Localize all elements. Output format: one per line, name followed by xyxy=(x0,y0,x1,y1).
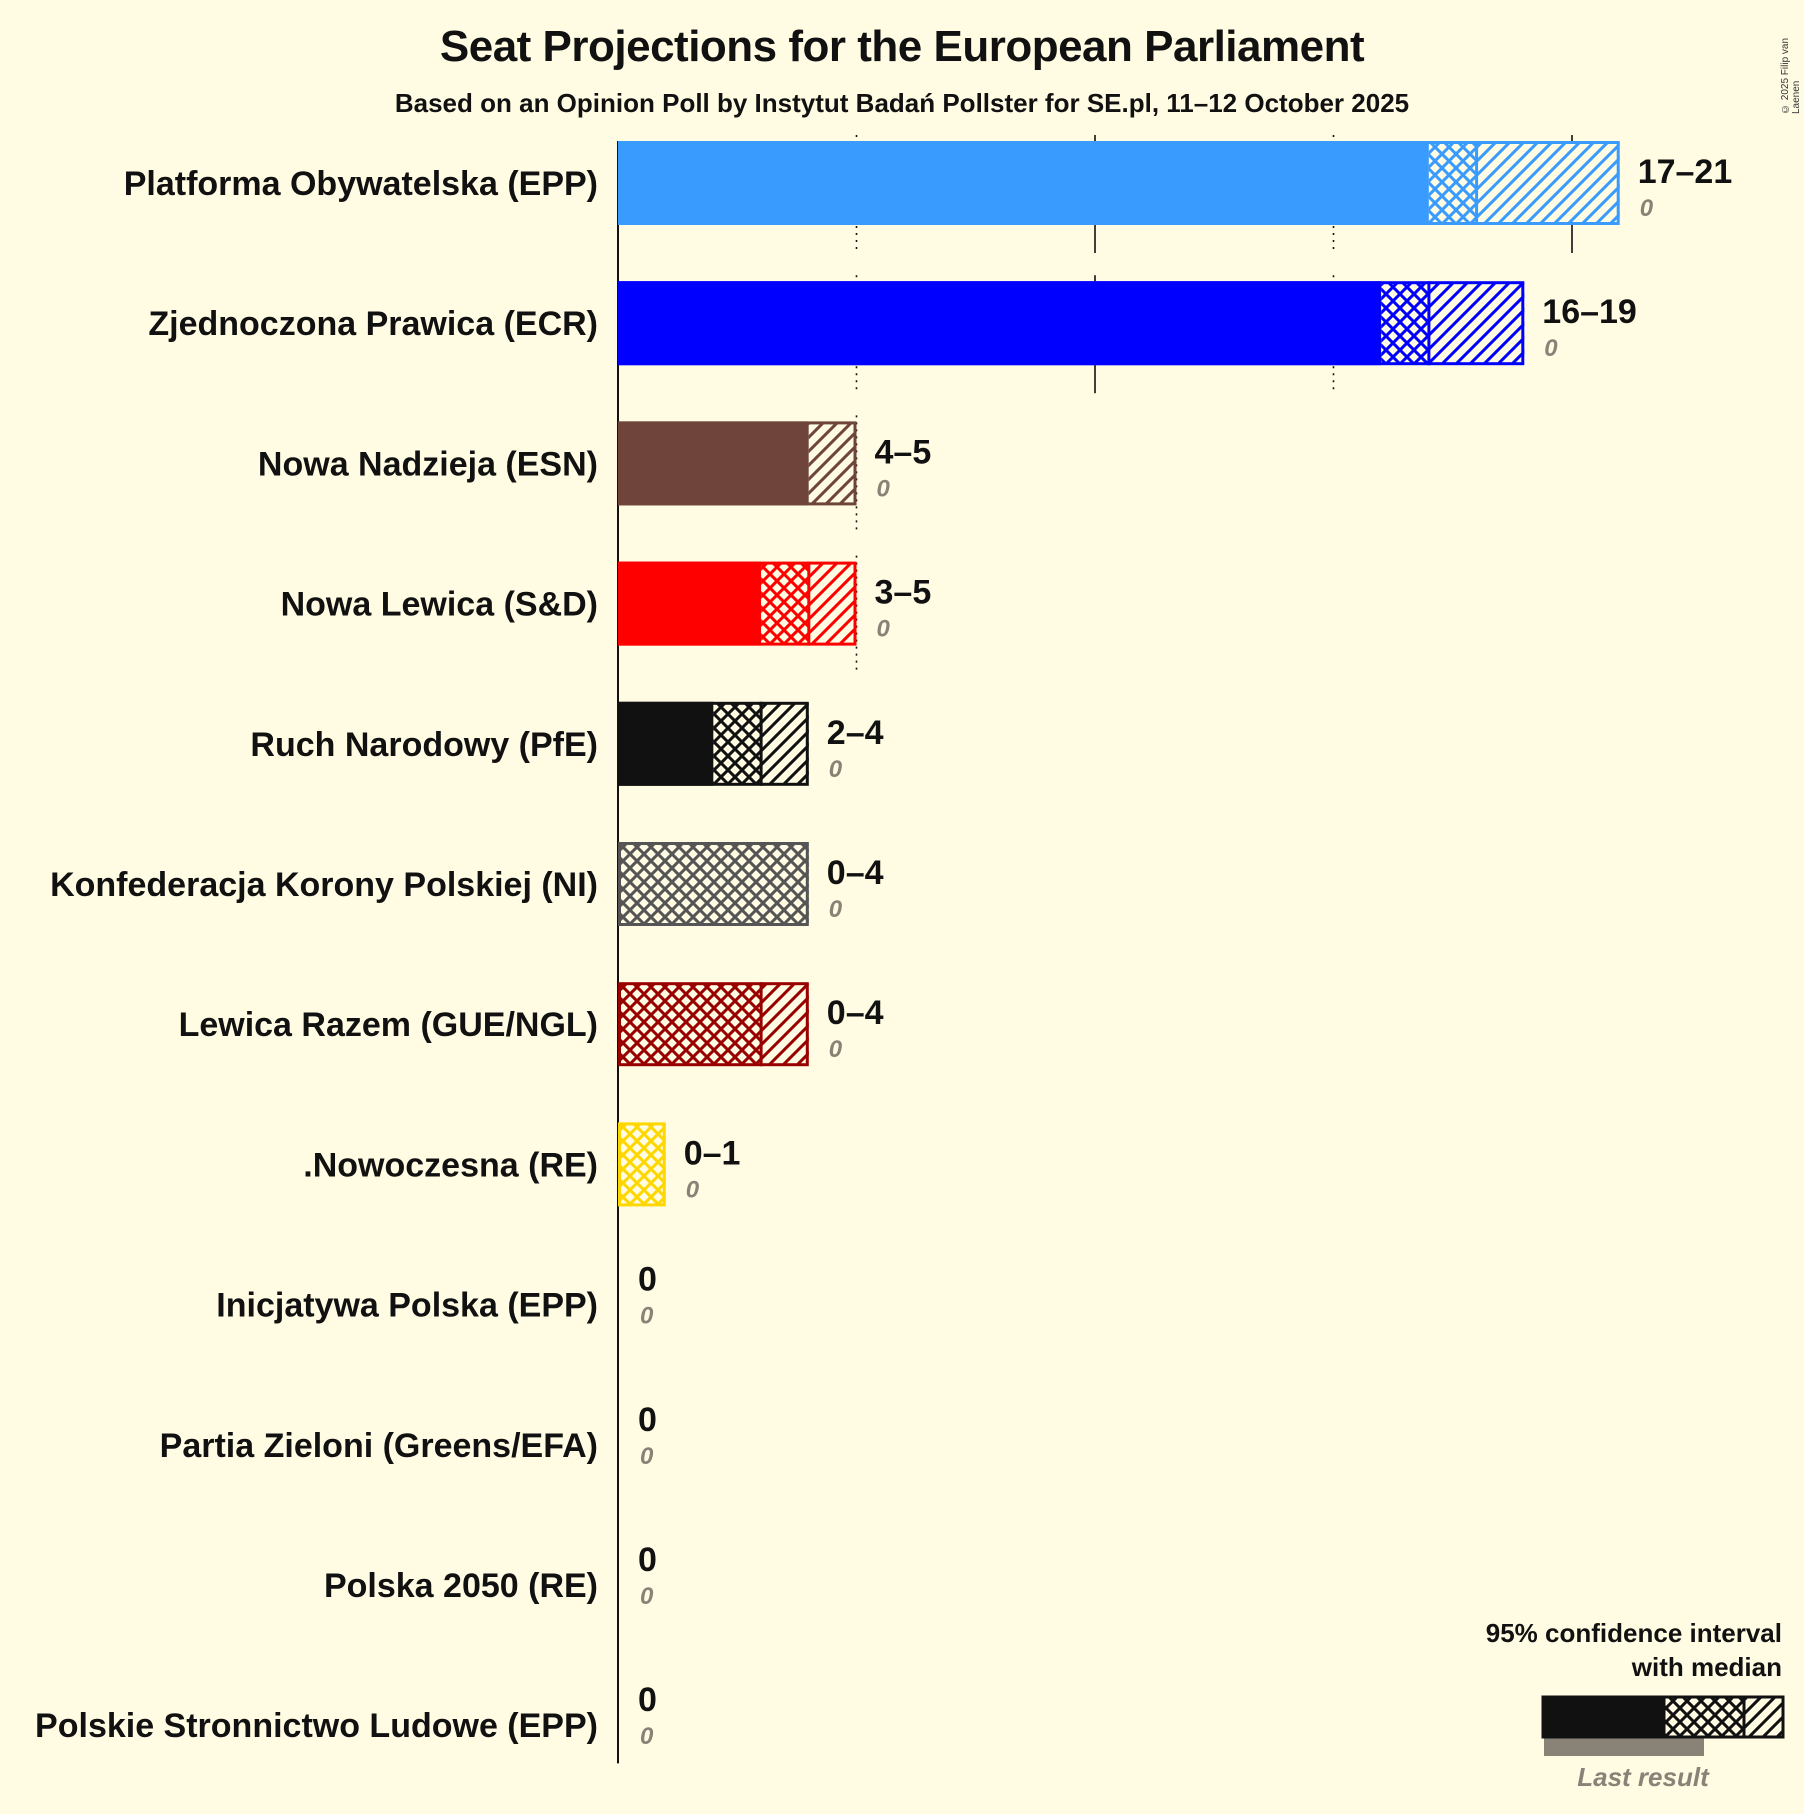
party-row: Ruch Narodowy (PfE) 2–4 0 xyxy=(250,701,884,786)
bar-median-segment xyxy=(761,563,809,645)
party-name-label: Konfederacja Korony Polskiej (NI) xyxy=(50,866,598,904)
seat-range-label: 0–4 xyxy=(827,994,884,1032)
seat-range-label: 0 xyxy=(638,1541,657,1579)
last-result-label: 0 xyxy=(1640,195,1654,222)
seat-range-label: 2–4 xyxy=(827,714,884,752)
party-rows: Platforma Obywatelska (EPP) 17–210Zjednoc… xyxy=(35,135,1732,1750)
party-row: Polska 2050 (RE) 0 0 xyxy=(324,1541,657,1610)
bar-outline xyxy=(618,982,809,1067)
legend-solid-segment xyxy=(1542,1696,1664,1738)
legend-title-line1: 95% confidence interval xyxy=(1486,1618,1782,1648)
bar-outline xyxy=(618,561,857,646)
bar-outline xyxy=(618,842,809,926)
bar-outline xyxy=(618,421,857,506)
last-result-label: 0 xyxy=(640,1723,654,1750)
party-name-label: Lewica Razem (GUE/NGL) xyxy=(179,1006,598,1044)
bar-upper-segment xyxy=(808,563,857,645)
legend-median-segment xyxy=(1664,1698,1744,1736)
party-row: Zjednoczona Prawica (ECR) 16–19 0 xyxy=(148,275,1637,394)
party-name-label: Nowa Lewica (S&D) xyxy=(281,586,598,624)
bar-upper-segment xyxy=(1476,142,1620,224)
party-row: Inicjatywa Polska (EPP) 0 0 xyxy=(216,1261,657,1330)
bar-upper-segment xyxy=(761,983,809,1065)
chart-subtitle: Based on an Opinion Poll by Instytut Bad… xyxy=(394,88,1410,118)
bar-outline xyxy=(618,701,809,786)
last-result-label: 0 xyxy=(686,1176,700,1203)
chart-title: Seat Projections for the European Parlia… xyxy=(439,22,1365,71)
bar-median-segment xyxy=(1381,282,1429,364)
party-name-label: Inicjatywa Polska (EPP) xyxy=(216,1287,598,1325)
legend: 95% confidence interval with median Last… xyxy=(1486,1618,1785,1792)
legend-upper-segment xyxy=(1744,1698,1782,1736)
party-name-label: Zjednoczona Prawica (ECR) xyxy=(148,305,598,343)
last-result-label: 0 xyxy=(829,1036,843,1063)
party-row: Lewica Razem (GUE/NGL) 0–4 0 xyxy=(179,982,884,1067)
seat-range-label: 0–1 xyxy=(684,1134,741,1172)
last-result-label: 0 xyxy=(829,756,843,783)
seat-range-label: 4–5 xyxy=(875,433,932,471)
last-result-label: 0 xyxy=(640,1303,654,1330)
last-result-label: 0 xyxy=(829,896,843,923)
last-result-label: 0 xyxy=(877,475,891,502)
seat-range-label: 17–21 xyxy=(1638,153,1733,191)
legend-last-result-label: Last result xyxy=(1577,1762,1710,1792)
party-name-label: Platforma Obywatelska (EPP) xyxy=(124,165,598,203)
party-name-label: Partia Zieloni (Greens/EFA) xyxy=(160,1427,598,1465)
party-row: Polskie Stronnictwo Ludowe (EPP) 0 0 xyxy=(35,1681,657,1750)
legend-title-line2: with median xyxy=(1631,1652,1782,1682)
bar-median-segment xyxy=(618,1123,666,1205)
bar-median-segment xyxy=(713,703,762,785)
last-result-label: 0 xyxy=(877,616,891,643)
last-result-label: 0 xyxy=(640,1583,654,1610)
bar-outline xyxy=(618,141,1620,225)
legend-last-result-bar xyxy=(1544,1738,1704,1756)
bar-outline xyxy=(618,1122,666,1207)
party-row: Nowa Lewica (S&D) 3–5 0 xyxy=(281,555,932,674)
bar-median-segment xyxy=(1428,142,1477,224)
bar-solid-segment xyxy=(618,701,714,786)
bar-outline xyxy=(618,281,1525,366)
party-row: Partia Zieloni (Greens/EFA) 0 0 xyxy=(160,1401,657,1470)
last-result-label: 0 xyxy=(1544,335,1558,362)
party-row: Platforma Obywatelska (EPP) 17–21 0 xyxy=(124,135,1733,253)
bar-median-segment xyxy=(618,983,762,1065)
party-name-label: .Nowoczesna (RE) xyxy=(303,1146,598,1184)
last-result-label: 0 xyxy=(640,1443,654,1470)
party-row: Konfederacja Korony Polskiej (NI) 0–4 0 xyxy=(50,842,884,926)
seat-range-label: 0 xyxy=(638,1681,657,1719)
bar-solid-segment xyxy=(618,141,1429,225)
party-name-label: Polska 2050 (RE) xyxy=(324,1567,598,1605)
seat-range-label: 16–19 xyxy=(1542,293,1637,331)
party-name-label: Nowa Nadzieja (ESN) xyxy=(258,445,598,483)
party-row: Nowa Nadzieja (ESN) 4–5 0 xyxy=(258,415,932,534)
seat-range-label: 0 xyxy=(638,1261,657,1299)
party-row: .Nowoczesna (RE) 0–1 0 xyxy=(303,1122,741,1207)
party-name-label: Polskie Stronnictwo Ludowe (EPP) xyxy=(35,1707,598,1745)
seat-range-label: 0 xyxy=(638,1401,657,1439)
party-name-label: Ruch Narodowy (PfE) xyxy=(250,726,598,764)
seat-range-label: 3–5 xyxy=(875,574,932,612)
bar-upper-segment xyxy=(761,703,809,785)
bar-solid-segment xyxy=(618,421,809,506)
bar-solid-segment xyxy=(618,281,1382,366)
bar-upper-segment xyxy=(1428,282,1525,364)
bar-upper-segment xyxy=(808,422,857,504)
seat-range-label: 0–4 xyxy=(827,854,884,892)
bar-median-segment xyxy=(618,843,809,925)
bar-solid-segment xyxy=(618,561,762,646)
